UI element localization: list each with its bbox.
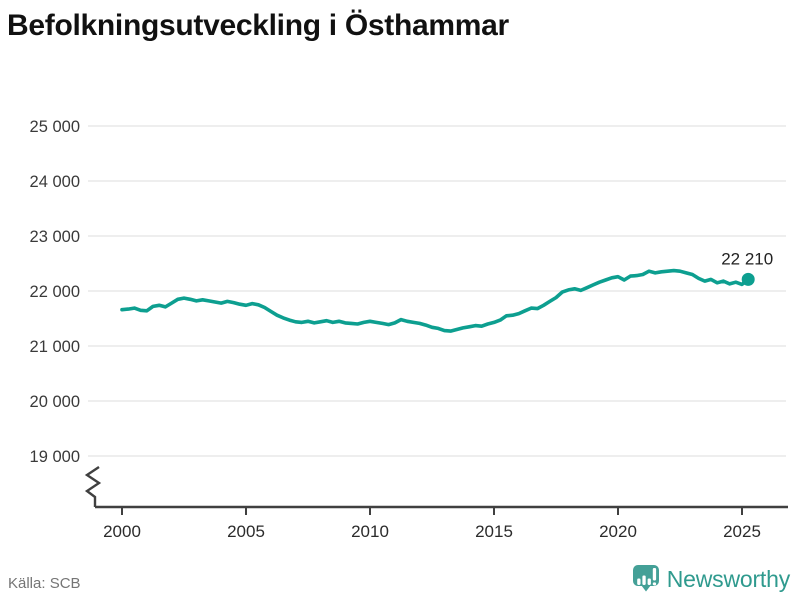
y-tick-label: 22 000	[30, 283, 80, 301]
x-tick-label: 2025	[723, 522, 761, 541]
x-tick-label: 2010	[351, 522, 389, 541]
x-axis	[84, 466, 788, 515]
y-tick-label: 21 000	[30, 338, 80, 356]
y-tick-label: 25 000	[30, 118, 80, 136]
newsworthy-logo-link[interactable]: Newsworthy	[632, 564, 790, 594]
source-credit: Källa: SCB	[8, 575, 81, 592]
y-axis-labels: 25 000 24 000 23 000 22 000 21 000 20 00…	[30, 118, 80, 466]
population-line	[120, 268, 751, 333]
end-value-label: 22 210	[721, 249, 773, 268]
bar-chart-glyph	[636, 568, 656, 586]
y-tick-label: 24 000	[30, 173, 80, 191]
y-tick-label: 20 000	[30, 393, 80, 411]
x-tick-label: 2005	[227, 522, 265, 541]
population-line-chart: 25 000 24 000 23 000 22 000 21 000 20 00…	[30, 118, 788, 541]
x-tick-label: 2020	[599, 522, 637, 541]
newsworthy-wordmark: Newsworthy	[666, 565, 790, 592]
x-tick-label: 2015	[475, 522, 513, 541]
y-tick-label: 19 000	[30, 448, 80, 466]
axis-break-icon	[84, 466, 102, 507]
gridlines	[88, 125, 786, 457]
x-tick-label: 2000	[103, 522, 141, 541]
end-point-marker	[741, 272, 755, 286]
newsworthy-bubble-icon	[632, 565, 659, 592]
page-title: Befolkningsutveckling i Östhammar	[7, 9, 509, 42]
x-axis-labels: 2000 2005 2010 2015 2020 2025	[103, 522, 761, 541]
y-tick-label: 23 000	[30, 228, 80, 246]
